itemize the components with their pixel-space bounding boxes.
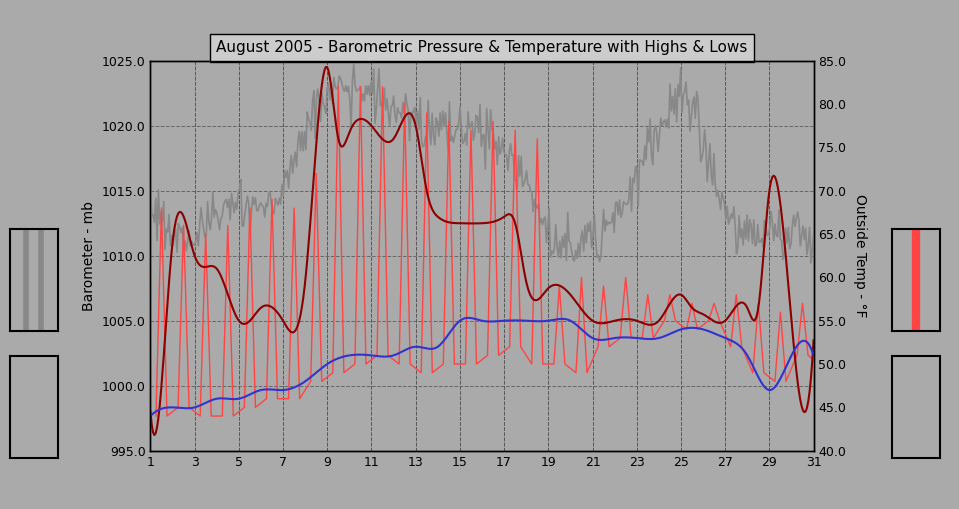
Y-axis label: Barometer - mb: Barometer - mb [82, 201, 96, 310]
Y-axis label: Outside Temp - °F: Outside Temp - °F [854, 194, 867, 318]
Title: August 2005 - Barometric Pressure & Temperature with Highs & Lows: August 2005 - Barometric Pressure & Temp… [217, 40, 748, 55]
